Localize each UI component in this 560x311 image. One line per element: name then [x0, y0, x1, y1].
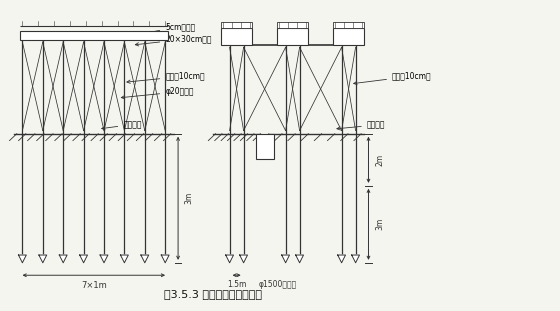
Polygon shape [59, 255, 67, 263]
Text: 斜枝杆10cm厚: 斜枝杆10cm厚 [354, 72, 432, 85]
Bar [277, 28, 308, 45]
Text: 规划河床: 规划河床 [102, 120, 142, 130]
Bar [221, 28, 252, 45]
Bar [333, 28, 364, 45]
Bar [255, 134, 274, 159]
Polygon shape [80, 255, 87, 263]
Polygon shape [352, 255, 360, 263]
Text: 20×30cm枕木: 20×30cm枕木 [136, 35, 212, 46]
Polygon shape [226, 255, 234, 263]
Text: φ20圆木桩: φ20圆木桩 [122, 87, 194, 99]
Text: 规划河床: 规划河床 [337, 121, 385, 130]
Bar [20, 31, 168, 40]
Text: 7×1m: 7×1m [81, 281, 106, 290]
Bar [277, 22, 308, 28]
Text: 1.5m: 1.5m [227, 280, 246, 289]
Text: 图3.5.3 水上工作平台示意图: 图3.5.3 水上工作平台示意图 [164, 289, 262, 299]
Bar [333, 22, 364, 28]
Text: 2m: 2m [375, 154, 384, 166]
Polygon shape [100, 255, 108, 263]
Text: 3m: 3m [375, 218, 384, 230]
Polygon shape [338, 255, 346, 263]
Text: φ1500钢护筒: φ1500钢护筒 [259, 280, 297, 289]
Bar [221, 22, 252, 28]
Polygon shape [18, 255, 26, 263]
Polygon shape [120, 255, 128, 263]
Text: 5cm厚木板: 5cm厚木板 [136, 22, 195, 36]
Polygon shape [296, 255, 304, 263]
Text: 斜枝杆10cm厚: 斜枝杆10cm厚 [127, 72, 205, 83]
Polygon shape [141, 255, 149, 263]
Text: 3m: 3m [185, 192, 194, 204]
Polygon shape [282, 255, 290, 263]
Polygon shape [240, 255, 248, 263]
Polygon shape [161, 255, 169, 263]
Polygon shape [39, 255, 46, 263]
